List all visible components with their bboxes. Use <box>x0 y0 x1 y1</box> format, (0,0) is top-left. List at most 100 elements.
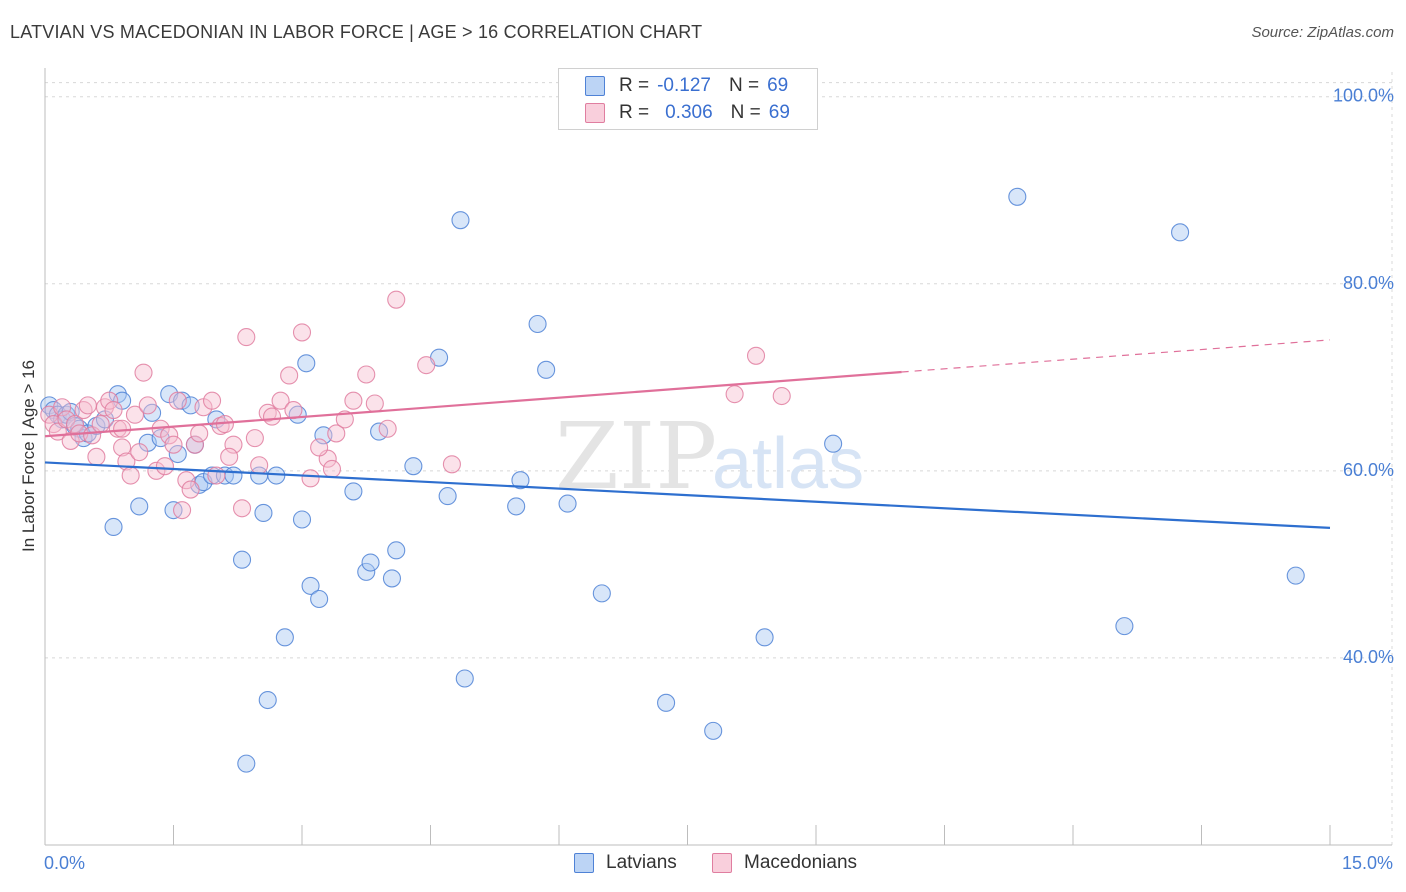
latvian-point <box>1286 566 1305 585</box>
legend-row-latvians: R = -0.127 N = 69 <box>585 74 788 98</box>
macedonian-point <box>224 435 243 454</box>
latvian-point <box>404 457 423 476</box>
macedonian-point <box>310 438 329 457</box>
latvian-point <box>704 721 723 740</box>
macedonian-point <box>190 424 209 443</box>
y-tick-label: 40.0% <box>1343 647 1394 667</box>
source-label: Source: ZipAtlas.com <box>1251 24 1394 41</box>
latvian-point <box>1171 223 1190 242</box>
legend-label-macedonians: Macedonians <box>744 852 858 873</box>
macedonian-point <box>327 424 346 443</box>
latvian-point <box>292 510 312 529</box>
n-value-macedonians: 69 <box>768 102 790 123</box>
macedonian-point <box>147 461 166 480</box>
latvian-point <box>537 360 556 379</box>
macedonian-point <box>168 391 187 410</box>
macedonian-point <box>185 435 204 454</box>
latvian-point <box>511 471 530 490</box>
legend-row-macedonians: R = 0.306 N = 69 <box>585 101 790 125</box>
x-tick-label-min: 0.0% <box>44 853 85 873</box>
x-tick-label-max: 15.0% <box>1342 853 1393 873</box>
n-label: N = <box>728 75 760 96</box>
macedonian-point <box>280 366 299 385</box>
latvian-point <box>104 517 123 537</box>
macedonian-trend-line <box>44 370 902 438</box>
latvian-point <box>254 503 273 522</box>
macedonian-point <box>417 356 436 375</box>
latvian-point <box>357 562 376 581</box>
chart-title: LATVIAN VS MACEDONIAN IN LABOR FORCE | A… <box>10 22 703 42</box>
macedonian-point <box>357 365 376 384</box>
macedonian-point <box>442 455 461 474</box>
latvian-point <box>275 628 294 647</box>
macedonian-point <box>378 419 397 438</box>
latvian-point <box>361 553 380 572</box>
macedonian-point <box>113 438 132 457</box>
latvian-point <box>438 487 457 506</box>
legend-item-macedonians[interactable]: Macedonians <box>712 852 857 874</box>
y-tick-label: 80.0% <box>1343 273 1394 293</box>
macedonian-point <box>138 396 157 415</box>
n-value-latvians: 69 <box>767 75 789 96</box>
latvian-point <box>592 584 611 603</box>
n-label: N = <box>730 102 761 123</box>
macedonian-point <box>91 415 110 434</box>
latvian-point <box>657 693 676 712</box>
watermark-atlas: atlas <box>712 424 864 504</box>
trend-lines <box>44 339 1331 530</box>
latvian-point <box>297 354 316 373</box>
latvian-point <box>451 211 470 230</box>
macedonian-point <box>250 456 269 475</box>
series-legend: Latvians Macedonians <box>0 852 1406 876</box>
macedonian-point <box>134 363 153 382</box>
macedonian-point <box>121 466 140 485</box>
latvian-point <box>301 576 320 595</box>
latvian-point <box>1115 617 1134 636</box>
legend-label-latvians: Latvians <box>606 852 677 873</box>
macedonian-point <box>104 401 123 420</box>
macedonian-point <box>173 501 192 520</box>
latvian-swatch <box>585 76 605 96</box>
latvian-point <box>387 541 406 560</box>
macedonian-point <box>164 435 183 454</box>
latvian-point <box>528 314 547 334</box>
latvian-point <box>824 434 843 453</box>
macedonian-point <box>87 447 106 466</box>
macedonian-point <box>292 323 312 342</box>
macedonian-point <box>262 407 282 426</box>
latvian-point <box>237 754 256 773</box>
macedonian-point <box>725 385 744 404</box>
macedonian-point <box>203 391 222 410</box>
legend-item-latvians[interactable]: Latvians <box>574 852 677 874</box>
macedonian-point <box>301 469 320 488</box>
latvian-trend-line <box>44 461 1331 530</box>
macedonian-point <box>284 401 303 420</box>
correlation-legend: R = -0.127 N = 69 R = 0.306 N = 69 <box>558 68 818 130</box>
latvian-point <box>168 444 187 464</box>
macedonian-point <box>177 471 196 490</box>
y-axis-title: In Labor Force | Age > 16 <box>19 360 38 552</box>
latvian-point <box>755 628 774 647</box>
latvian-point <box>232 550 252 569</box>
y-tick-label: 100.0% <box>1333 86 1394 106</box>
latvian-legend-swatch <box>574 853 594 873</box>
macedonian-point <box>57 410 76 429</box>
macedonian-point <box>65 415 85 434</box>
macedonian-point <box>125 405 144 424</box>
latvian-point <box>344 482 363 501</box>
latvian-point <box>224 466 243 485</box>
macedonian-point <box>237 328 256 347</box>
r-label: R = <box>619 75 650 96</box>
r-value-macedonians: 0.306 <box>665 102 713 123</box>
macedonian-point <box>322 459 342 479</box>
latvian-point <box>382 569 402 588</box>
macedonian-point <box>100 391 119 410</box>
tick-labels: 40.0% 60.0% 80.0% 100.0% 0.0% 15.0% <box>44 86 1394 873</box>
macedonian-point <box>108 419 127 438</box>
y-tick-label: 60.0% <box>1343 460 1394 480</box>
macedonian-trend-line-extension <box>901 339 1331 373</box>
latvian-point <box>1008 187 1027 206</box>
latvian-points <box>40 187 1305 773</box>
macedonian-point <box>772 386 791 406</box>
